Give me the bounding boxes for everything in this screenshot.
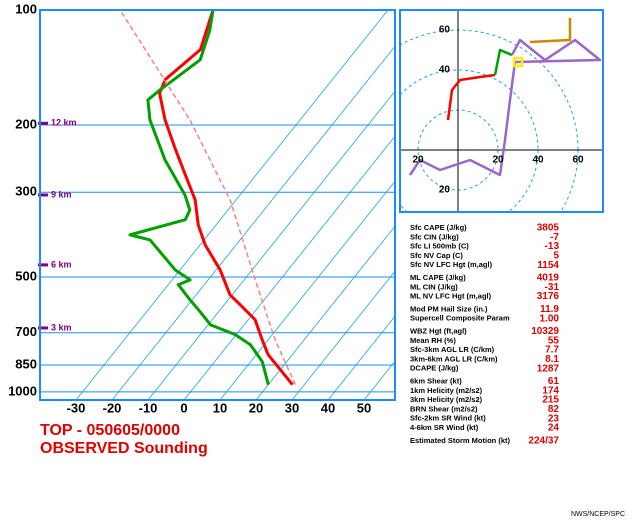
hodo-y-label: 60 bbox=[439, 25, 451, 36]
hodo-y-label: 20 bbox=[439, 185, 451, 196]
height-label: 6 km bbox=[51, 259, 72, 269]
param-label: 6km Shear (kt) bbox=[410, 376, 462, 385]
profile-line bbox=[119, 10, 297, 385]
param-value: 11.9 bbox=[540, 304, 559, 315]
x-tick-label: -20 bbox=[103, 400, 122, 415]
profile-line bbox=[128, 10, 270, 386]
param-value: 55 bbox=[548, 335, 560, 346]
x-tick-label: -10 bbox=[139, 400, 158, 415]
hodograph-frame bbox=[399, 9, 604, 213]
isotherm bbox=[219, 180, 395, 400]
hodograph-plot bbox=[400, 10, 603, 212]
y-tick-label: 700 bbox=[15, 324, 37, 339]
param-value: 224/37 bbox=[528, 435, 559, 446]
param-label: ML CIN (J/kg) bbox=[410, 282, 458, 291]
overlay: 100 200 300 500 700 850 1000 -30 -20 -10 0 10 20 30 40… bbox=[8, 1, 584, 446]
hodo-x-label: 40 bbox=[532, 155, 544, 166]
x-tick-label: 10 bbox=[213, 400, 227, 415]
param-value: 8.1 bbox=[545, 354, 559, 365]
height-label: 3 km bbox=[51, 322, 72, 332]
param-label: Estimated Storm Motion (kt) bbox=[410, 436, 511, 445]
param-value: 1154 bbox=[537, 260, 559, 271]
x-tick-label: 20 bbox=[249, 400, 263, 415]
param-value: 3805 bbox=[537, 223, 560, 234]
param-label: Sfc CAPE (J/kg) bbox=[410, 223, 467, 232]
credit: NWS/NCEP/SPC bbox=[571, 511, 625, 518]
param-label: ML NV LFC Hgt (m,agl) bbox=[410, 292, 492, 301]
param-value: 61 bbox=[548, 376, 560, 387]
isotherm bbox=[255, 225, 395, 400]
param-value: 3176 bbox=[537, 291, 560, 302]
isotherm bbox=[327, 315, 395, 400]
hodo-trace bbox=[408, 38, 602, 177]
param-label: DCAPE (J/kg) bbox=[410, 364, 459, 373]
x-tick-label: -30 bbox=[67, 400, 86, 415]
y-tick-label: 850 bbox=[15, 356, 37, 371]
y-tick-label: 300 bbox=[15, 184, 37, 199]
hodo-x-label: 20 bbox=[412, 155, 424, 166]
storm-motion bbox=[512, 56, 524, 68]
param-label: Mean RH (%) bbox=[410, 336, 456, 345]
param-value: 7.7 bbox=[545, 345, 559, 356]
param-value: 23 bbox=[548, 413, 560, 424]
y-tick-label: 1000 bbox=[8, 383, 37, 398]
skewt-frame bbox=[39, 9, 396, 401]
hodo-x-label: 60 bbox=[572, 155, 584, 166]
param-label: Sfc LI 500mb (C) bbox=[410, 242, 469, 251]
hodo-trace bbox=[446, 73, 496, 121]
hodo-y-label: 40 bbox=[439, 65, 451, 76]
param-value: -7 bbox=[550, 232, 559, 243]
param-label: Sfc NV LFC Hgt (m,agl) bbox=[410, 260, 493, 269]
param-value: 10329 bbox=[531, 326, 559, 337]
param-value: 5 bbox=[553, 251, 559, 262]
height-label: 9 km bbox=[51, 189, 72, 199]
param-value: 82 bbox=[548, 404, 560, 415]
param-label: 3km-6km AGL LR (C/km) bbox=[410, 354, 498, 363]
skewt-plot bbox=[40, 10, 395, 400]
isotherm bbox=[111, 45, 395, 400]
param-value: -31 bbox=[545, 282, 560, 293]
param-value: 4019 bbox=[537, 273, 560, 284]
title: TOP - 050605/0000 bbox=[40, 422, 180, 439]
hodo-x-label: 20 bbox=[492, 155, 504, 166]
param-value: 1.00 bbox=[540, 313, 560, 324]
param-label: ML CAPE (J/kg) bbox=[410, 273, 466, 282]
y-tick-label: 200 bbox=[15, 116, 37, 131]
hodo-trace bbox=[493, 48, 513, 76]
isotherm bbox=[291, 270, 395, 400]
param-label: BRN Shear (m2/s2) bbox=[410, 404, 478, 413]
param-value: -13 bbox=[545, 241, 560, 252]
param-label: 4-6km SR Wind (kt) bbox=[410, 423, 479, 432]
param-value: 215 bbox=[542, 395, 559, 406]
param-value: 174 bbox=[542, 385, 559, 396]
hodo-trace bbox=[529, 18, 572, 44]
param-label: Sfc NV Cap (C) bbox=[410, 251, 463, 260]
x-tick-label: 50 bbox=[357, 400, 371, 415]
param-label: Sfc-2km SR Wind (kt) bbox=[410, 414, 486, 423]
param-label: WBZ Hgt (ft,agl) bbox=[410, 326, 467, 335]
x-tick-label: 0 bbox=[180, 400, 187, 415]
param-label: Sfc CIN (J/kg) bbox=[410, 232, 459, 241]
param-label: Sfc-3km AGL LR (C/km) bbox=[410, 345, 495, 354]
param-label: Mod PM Hail Size (in.) bbox=[410, 304, 488, 313]
subtitle: OBSERVED Sounding bbox=[40, 440, 208, 457]
y-tick-label: 100 bbox=[15, 1, 37, 16]
height-label: 12 km bbox=[51, 118, 77, 128]
param-label: 1km Helicity (m2/s2) bbox=[410, 386, 483, 395]
param-value: 24 bbox=[548, 423, 560, 434]
y-tick-label: 500 bbox=[15, 268, 37, 283]
isotherm bbox=[75, 10, 389, 400]
param-label: Supercell Composite Param bbox=[410, 314, 510, 323]
x-tick-label: 40 bbox=[321, 400, 335, 415]
x-tick-label: 30 bbox=[285, 400, 299, 415]
param-value: 1287 bbox=[537, 363, 560, 374]
param-label: 3km Helicity (m2/s2) bbox=[410, 395, 483, 404]
isotherm bbox=[147, 90, 395, 400]
